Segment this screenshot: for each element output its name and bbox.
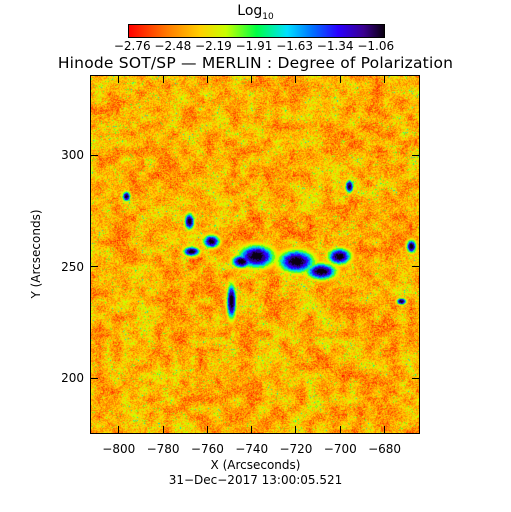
y-tick-mark xyxy=(412,377,420,379)
x-tick-mark xyxy=(251,75,253,83)
y-tick-mark xyxy=(412,154,420,156)
x-tick-label: −700 xyxy=(323,442,357,456)
x-tick-mark xyxy=(384,75,386,83)
x-tick-mark xyxy=(339,75,341,83)
plot-title: Hinode SOT/SP — MERLIN : Degree of Polar… xyxy=(57,54,454,72)
x-tick-label: −800 xyxy=(102,442,136,456)
y-tick-mark xyxy=(90,377,98,379)
polarization-map-image xyxy=(91,76,419,433)
x-tick-mark xyxy=(206,75,208,83)
y-tick-label: 250 xyxy=(61,259,84,274)
x-tick-mark xyxy=(162,75,164,83)
x-tick-mark xyxy=(384,426,386,434)
x-tick-label: −720 xyxy=(279,442,313,456)
x-tick-label: −740 xyxy=(235,442,269,456)
y-tick-mark xyxy=(90,266,98,268)
plot-frame xyxy=(90,75,420,434)
x-tick-mark xyxy=(118,426,120,434)
colorbar xyxy=(128,24,385,38)
y-axis-label: Y (Arcseconds) xyxy=(29,209,43,299)
y-tick-label: 200 xyxy=(61,371,84,386)
y-tick-mark xyxy=(90,154,98,156)
x-tick-mark xyxy=(206,426,208,434)
x-tick-mark xyxy=(251,426,253,434)
x-tick-mark xyxy=(339,426,341,434)
x-tick-label: −780 xyxy=(146,442,180,456)
x-tick-mark xyxy=(162,426,164,434)
x-tick-mark xyxy=(295,75,297,83)
x-tick-mark xyxy=(118,75,120,83)
y-tick-mark xyxy=(412,266,420,268)
colorbar-tick-labels: −2.76 −2.48 −2.19 −1.91 −1.63 −1.34 −1.0… xyxy=(113,39,395,53)
x-tick-mark xyxy=(295,426,297,434)
x-tick-label: −680 xyxy=(368,442,402,456)
x-axis-label: X (Arcseconds) xyxy=(210,458,301,472)
timestamp: 31−Dec−2017 13:00:05.521 xyxy=(168,473,343,487)
x-tick-label: −760 xyxy=(190,442,224,456)
colorbar-title: Log10 xyxy=(237,3,274,22)
y-tick-label: 300 xyxy=(61,148,84,163)
